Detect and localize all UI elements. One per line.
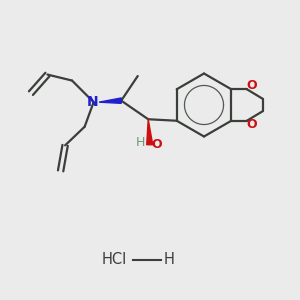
Text: O: O	[247, 118, 257, 131]
Polygon shape	[147, 119, 153, 145]
Text: H: H	[163, 252, 174, 267]
Text: O: O	[247, 79, 257, 92]
Text: H: H	[135, 136, 145, 149]
Polygon shape	[99, 98, 121, 103]
Text: N: N	[87, 95, 99, 109]
Text: O: O	[151, 138, 162, 151]
Text: HCl: HCl	[101, 252, 127, 267]
